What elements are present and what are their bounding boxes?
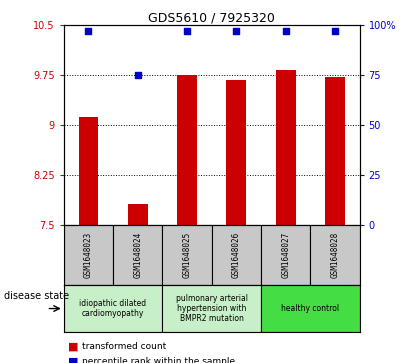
Bar xyxy=(276,70,296,225)
Text: GSM1648023: GSM1648023 xyxy=(84,232,93,278)
Bar xyxy=(261,285,360,332)
Point xyxy=(332,28,338,34)
Bar xyxy=(64,285,162,332)
Point xyxy=(184,28,190,34)
Bar xyxy=(162,225,212,285)
Point xyxy=(134,72,141,78)
Title: GDS5610 / 7925320: GDS5610 / 7925320 xyxy=(148,11,275,24)
Point xyxy=(85,28,92,34)
Bar xyxy=(128,204,148,225)
Bar xyxy=(212,225,261,285)
Bar xyxy=(325,77,345,225)
Text: GSM1648024: GSM1648024 xyxy=(133,232,142,278)
Text: GSM1648027: GSM1648027 xyxy=(281,232,290,278)
Bar xyxy=(162,285,261,332)
Text: ■: ■ xyxy=(68,342,79,352)
Text: idiopathic dilated
cardiomyopathy: idiopathic dilated cardiomyopathy xyxy=(79,299,147,318)
Bar xyxy=(261,225,310,285)
Text: GSM1648026: GSM1648026 xyxy=(232,232,241,278)
Bar xyxy=(64,225,113,285)
Text: healthy control: healthy control xyxy=(281,304,339,313)
Text: GSM1648028: GSM1648028 xyxy=(330,232,339,278)
Text: transformed count: transformed count xyxy=(82,342,166,351)
Point xyxy=(282,28,289,34)
Text: ■: ■ xyxy=(68,356,79,363)
Text: disease state: disease state xyxy=(4,291,69,301)
Point xyxy=(233,28,240,34)
Bar xyxy=(310,225,360,285)
Bar xyxy=(177,75,197,225)
Bar xyxy=(226,80,246,225)
Bar xyxy=(113,225,162,285)
Text: percentile rank within the sample: percentile rank within the sample xyxy=(82,357,236,363)
Text: GSM1648025: GSM1648025 xyxy=(182,232,192,278)
Bar xyxy=(79,117,98,225)
Text: pulmonary arterial
hypertension with
BMPR2 mutation: pulmonary arterial hypertension with BMP… xyxy=(175,294,248,323)
